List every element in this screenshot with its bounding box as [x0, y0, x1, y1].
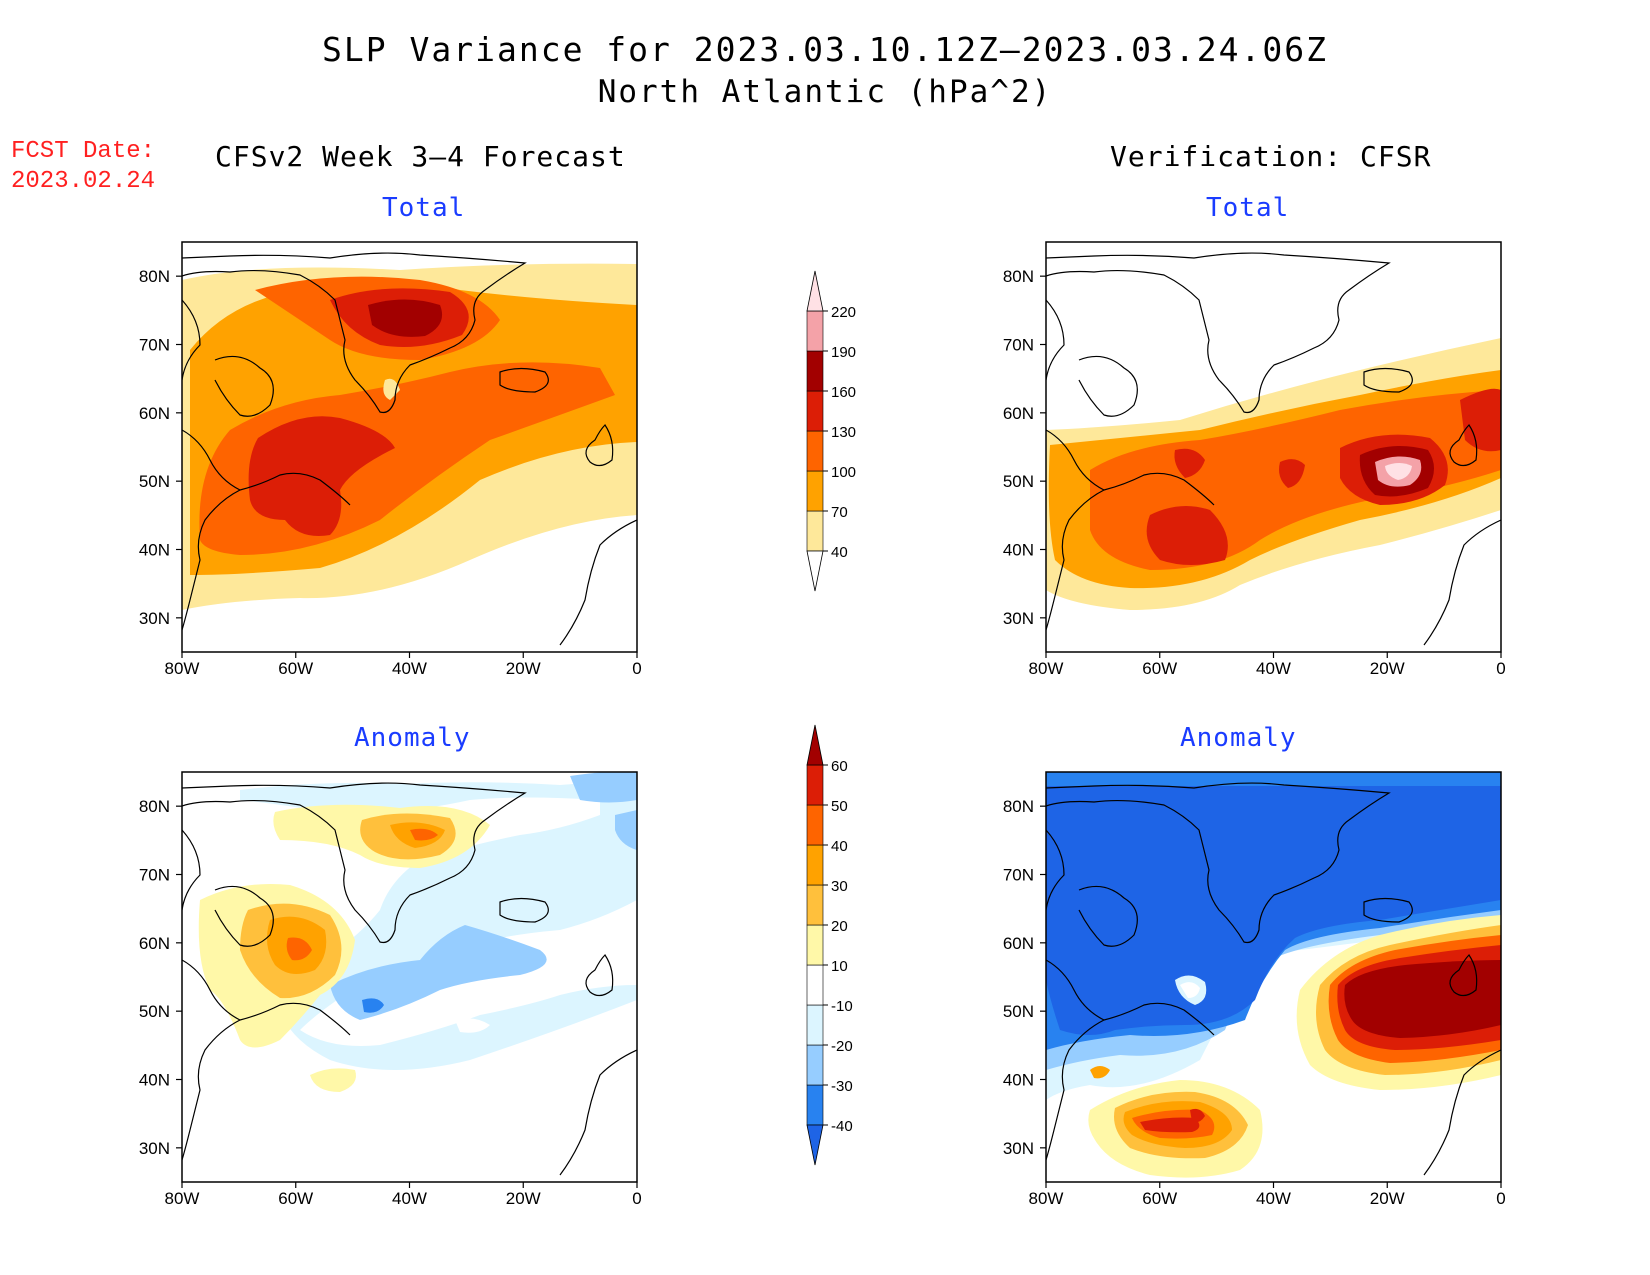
lat-tick-label: 60N: [139, 934, 170, 953]
verification-total-map: [1046, 242, 1501, 652]
lon-tick-label: 40W: [1256, 1189, 1291, 1208]
lon-tick-label: 40W: [392, 659, 427, 678]
colorbar-segment: [806, 924, 824, 966]
colorbar-low-triangle: [806, 550, 824, 592]
axes-labels: 80N 70N 60N 50N 40N 30N 80W 60W 40W 20W 0 80N 70N 60N…: [139, 267, 1506, 1208]
lat-tick-label: 50N: [1003, 472, 1034, 491]
colorbar-tick-label: 60: [831, 758, 848, 775]
colorbar-high-triangle: [806, 724, 824, 766]
lon-tick-label: 0: [632, 659, 641, 678]
lat-tick-label: 40N: [139, 1071, 170, 1090]
colorbar-total: 40 70 100 130 160 190 220: [806, 270, 856, 592]
lon-tick-label: 60W: [1142, 659, 1177, 678]
colorbar-tick-label: 40: [831, 838, 848, 855]
forecast-column-header: CFSv2 Week 3–4 Forecast: [215, 140, 626, 173]
lat-tick-label: 80N: [139, 267, 170, 286]
lat-tick-label: 40N: [139, 541, 170, 560]
colorbar-segment: [806, 1044, 824, 1086]
lat-tick-label: 80N: [1003, 267, 1034, 286]
lat-tick-label: 70N: [1003, 866, 1034, 885]
lat-tick-label: 50N: [139, 472, 170, 491]
colorbar-segment: [806, 390, 824, 432]
forecast-date-label: FCST Date:: [11, 138, 156, 165]
colorbar-tick-label: 190: [831, 344, 856, 361]
colorbar-low-triangle: [806, 1124, 824, 1166]
lat-tick-label: 70N: [139, 336, 170, 355]
colorbar-tick-label: 70: [831, 504, 848, 521]
main-subtitle: North Atlantic (hPa^2): [597, 74, 1053, 110]
lat-tick-label: 50N: [139, 1002, 170, 1021]
colorbar-tick-label: -30: [831, 1078, 853, 1095]
main-title: SLP Variance for 2023.03.10.12Z–2023.03.…: [322, 30, 1328, 69]
colorbar-segment: [806, 884, 824, 926]
colorbar-tick-label: 100: [831, 464, 856, 481]
forecast-date-value: 2023.02.24: [11, 168, 156, 195]
colorbar-segment: [806, 350, 824, 392]
colorbar-segment: [806, 310, 824, 352]
lon-tick-label: 60W: [278, 1189, 313, 1208]
lon-tick-label: 80W: [1029, 1189, 1064, 1208]
colorbar-anomaly: -40 -30 -20 -10 10 20 30 40 50 60: [806, 724, 853, 1166]
verification-anomaly-map: [1046, 772, 1501, 1182]
lon-tick-label: 20W: [506, 1189, 541, 1208]
lon-tick-label: 80W: [165, 1189, 200, 1208]
lon-tick-label: 40W: [1256, 659, 1291, 678]
colorbar-segment: [806, 844, 824, 886]
colorbar-tick-label: 40: [831, 544, 848, 561]
lon-tick-label: 60W: [1142, 1189, 1177, 1208]
lon-tick-label: 40W: [392, 1189, 427, 1208]
colorbar-tick-label: -40: [831, 1118, 853, 1135]
colorbar-tick-label: 20: [831, 918, 848, 935]
colorbar-segment: [806, 430, 824, 472]
lon-tick-label: 20W: [1370, 659, 1405, 678]
lon-tick-label: 80W: [1029, 659, 1064, 678]
lon-tick-label: 20W: [506, 659, 541, 678]
colorbar-segment: [806, 964, 824, 1006]
lat-tick-label: 70N: [139, 866, 170, 885]
colorbar-segment: [806, 804, 824, 846]
lat-tick-label: 70N: [1003, 336, 1034, 355]
lat-tick-label: 50N: [1003, 1002, 1034, 1021]
forecast-total-subtitle: Total: [382, 193, 466, 223]
lat-tick-label: 40N: [1003, 1071, 1034, 1090]
lon-tick-label: 0: [1496, 1189, 1505, 1208]
lat-tick-label: 80N: [1003, 797, 1034, 816]
forecast-anomaly-subtitle: Anomaly: [354, 723, 471, 753]
forecast-anomaly-map: [182, 772, 637, 1182]
colorbar-tick-label: 10: [831, 958, 848, 975]
verification-anomaly-subtitle: Anomaly: [1180, 723, 1297, 753]
lat-tick-label: 30N: [1003, 609, 1034, 628]
lon-tick-label: 20W: [1370, 1189, 1405, 1208]
lat-tick-label: 60N: [1003, 404, 1034, 423]
colorbar-tick-label: 50: [831, 798, 848, 815]
lat-tick-label: 60N: [1003, 934, 1034, 953]
lon-tick-label: 0: [1496, 659, 1505, 678]
lat-tick-label: 60N: [139, 404, 170, 423]
lat-tick-label: 80N: [139, 797, 170, 816]
colorbar-tick-label: 160: [831, 384, 856, 401]
lon-tick-label: 0: [632, 1189, 641, 1208]
colorbar-tick-label: 130: [831, 424, 856, 441]
lon-tick-label: 80W: [165, 659, 200, 678]
colorbar-segment: [806, 1084, 824, 1126]
colorbar-high-triangle: [806, 270, 824, 312]
colorbar-tick-label: -20: [831, 1038, 853, 1055]
forecast-total-map: [182, 242, 637, 652]
lat-tick-label: 30N: [139, 609, 170, 628]
colorbar-tick-label: 220: [831, 304, 856, 321]
colorbar-segment: [806, 764, 824, 806]
colorbar-segment: [806, 470, 824, 512]
colorbar-segment: [806, 1004, 824, 1046]
colorbar-tick-label: 30: [831, 878, 848, 895]
colorbar-tick-label: -10: [831, 998, 853, 1015]
forecast-date-block: FCST Date: 2023.02.24: [11, 137, 155, 197]
verification-total-subtitle: Total: [1206, 193, 1290, 223]
lon-tick-label: 60W: [278, 659, 313, 678]
lat-tick-label: 40N: [1003, 541, 1034, 560]
lat-tick-label: 30N: [139, 1139, 170, 1158]
lat-tick-label: 30N: [1003, 1139, 1034, 1158]
verification-column-header: Verification: CFSR: [1110, 140, 1432, 173]
colorbar-segment: [806, 510, 824, 552]
